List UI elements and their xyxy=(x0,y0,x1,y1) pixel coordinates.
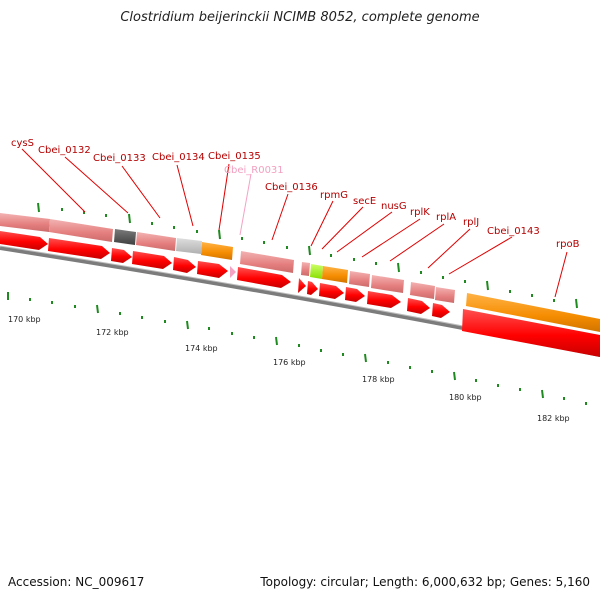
leader-line xyxy=(321,206,364,250)
label-leaders xyxy=(21,148,568,298)
gene-label: rpoB xyxy=(556,239,580,250)
gene-feature xyxy=(371,275,404,293)
gene-label: Cbei_0135 xyxy=(208,151,261,162)
leader-line xyxy=(218,163,230,231)
gene-feature xyxy=(349,271,370,287)
tick-major xyxy=(453,371,456,381)
gene-label: Cbei_0132 xyxy=(38,145,91,156)
gene-label: cysS xyxy=(11,138,34,149)
gene-arrow xyxy=(0,231,48,250)
gene-arrow xyxy=(462,309,600,357)
gene-arrow xyxy=(367,291,401,308)
gene-label: rplK xyxy=(410,207,430,218)
gene-arrow xyxy=(345,287,365,302)
gene-feature xyxy=(410,282,435,299)
gene-feature-dark xyxy=(114,229,136,245)
gene-arrow xyxy=(432,303,450,318)
tick-major xyxy=(37,202,40,213)
gene-label: Cbei_R0031 xyxy=(224,165,284,176)
gene-label: Cbei_0133 xyxy=(93,153,146,164)
gene-arrow-pink xyxy=(230,266,236,278)
tick-major xyxy=(575,298,578,309)
leader-line xyxy=(389,223,445,262)
leader-line xyxy=(361,218,421,258)
leader-line xyxy=(21,148,86,213)
tick-major xyxy=(275,336,278,346)
leader-line xyxy=(271,193,289,241)
reverse-track xyxy=(0,231,600,357)
accession-text: Accession: NC_009617 xyxy=(8,575,145,589)
genome-title: Clostridium beijerinckii NCIMB 8052, com… xyxy=(120,10,480,25)
leader-line xyxy=(310,200,334,247)
kbp-label: 180 kbp xyxy=(449,393,482,402)
tick-major xyxy=(218,229,221,240)
gene-feature xyxy=(49,219,113,242)
leader-line xyxy=(176,164,194,227)
leader-line xyxy=(427,228,471,269)
tick-major xyxy=(486,280,489,291)
leader-line xyxy=(336,211,393,253)
tick-major xyxy=(364,353,367,363)
gene-label: Cbei_0143 xyxy=(487,226,540,237)
leader-line-pink xyxy=(239,173,252,236)
gene-arrow xyxy=(173,257,196,273)
leader-line xyxy=(554,251,568,298)
gene-arrow xyxy=(111,248,132,263)
tick-major xyxy=(541,389,544,399)
gene-arrow xyxy=(132,251,172,269)
lower-ticks xyxy=(7,292,587,405)
gene-feature xyxy=(435,287,455,303)
gene-feature-green xyxy=(310,264,323,279)
gene-label: rplJ xyxy=(463,217,479,228)
tick-major xyxy=(397,262,400,273)
gene-label: secE xyxy=(353,196,376,207)
tick-major xyxy=(128,213,131,224)
tick-major xyxy=(308,245,311,256)
gene-feature-grey xyxy=(176,238,202,254)
kbp-label: 174 kbp xyxy=(185,344,218,353)
gene-labels: cysS Cbei_0132 Cbei_0133 Cbei_0134 Cbei_… xyxy=(11,138,580,250)
gene-arrow xyxy=(307,281,318,295)
leader-line xyxy=(121,165,161,219)
kbp-label: 176 kbp xyxy=(273,358,306,367)
kbp-label: 170 kbp xyxy=(8,315,41,324)
gene-label: Cbei_0134 xyxy=(152,152,205,163)
gene-arrow xyxy=(48,238,110,259)
gene-label: Cbei_0136 xyxy=(265,182,318,193)
gene-label: rplA xyxy=(436,212,456,223)
kbp-label: 172 kbp xyxy=(96,328,129,337)
kbp-label: 182 kbp xyxy=(537,414,570,423)
leader-line xyxy=(64,156,129,214)
tick-major xyxy=(186,320,189,330)
forward-track xyxy=(0,213,600,332)
kbp-label: 178 kbp xyxy=(362,375,395,384)
gene-label: rpmG xyxy=(320,190,348,201)
gene-feature xyxy=(136,232,176,251)
gene-arrow xyxy=(237,267,291,288)
gene-arrow xyxy=(319,283,344,299)
gene-arrow xyxy=(407,298,430,314)
upper-ticks xyxy=(37,202,578,309)
gene-feature-rna xyxy=(322,266,348,283)
gene-feature-rna xyxy=(466,293,600,332)
gene-label: nusG xyxy=(381,201,407,212)
leader-line xyxy=(448,236,513,275)
gene-feature xyxy=(240,251,294,273)
gene-feature-rna xyxy=(201,242,233,260)
gene-feature xyxy=(301,262,310,276)
gene-feature xyxy=(0,213,50,232)
kbp-labels: 170 kbp 172 kbp 174 kbp 176 kbp 178 kbp … xyxy=(8,315,570,423)
gene-arrow xyxy=(298,278,306,293)
genome-summary-text: Topology: circular; Length: 6,000,632 bp… xyxy=(260,575,590,589)
tick-major xyxy=(96,304,99,314)
gene-arrow xyxy=(197,261,228,278)
